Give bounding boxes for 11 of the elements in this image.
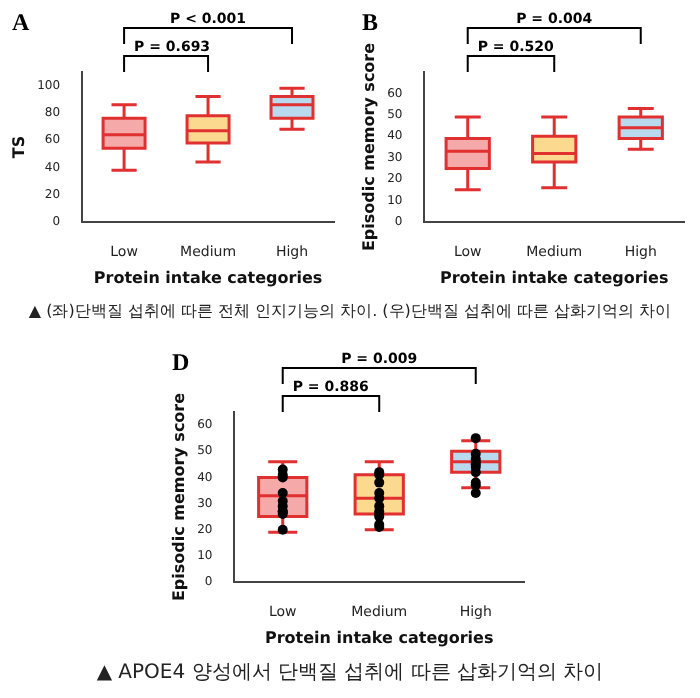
x-axis-title: Protein intake categories [93,268,323,287]
x-axis-title: Protein intake categories [264,628,494,647]
y-axis-title: Episodic memory score [169,391,188,602]
y-axis-title: TS [9,135,28,159]
chart-title: D [172,348,190,377]
y-axis-title: Episodic memory score [359,41,378,252]
chart-title: B [362,8,379,37]
chart-title: A [12,8,30,37]
text: ▲ (좌)단백질 섭취에 따른 전체 인지기능의 차이. (우)단백질 섭취에 따른 삽화기억의 차이 [26,300,674,324]
x-axis-title: Protein intake categories [439,268,669,287]
text: ▲ APOE4 양성에서 단백질 섭취에 따른 삽화기억의 차이 [94,662,606,686]
